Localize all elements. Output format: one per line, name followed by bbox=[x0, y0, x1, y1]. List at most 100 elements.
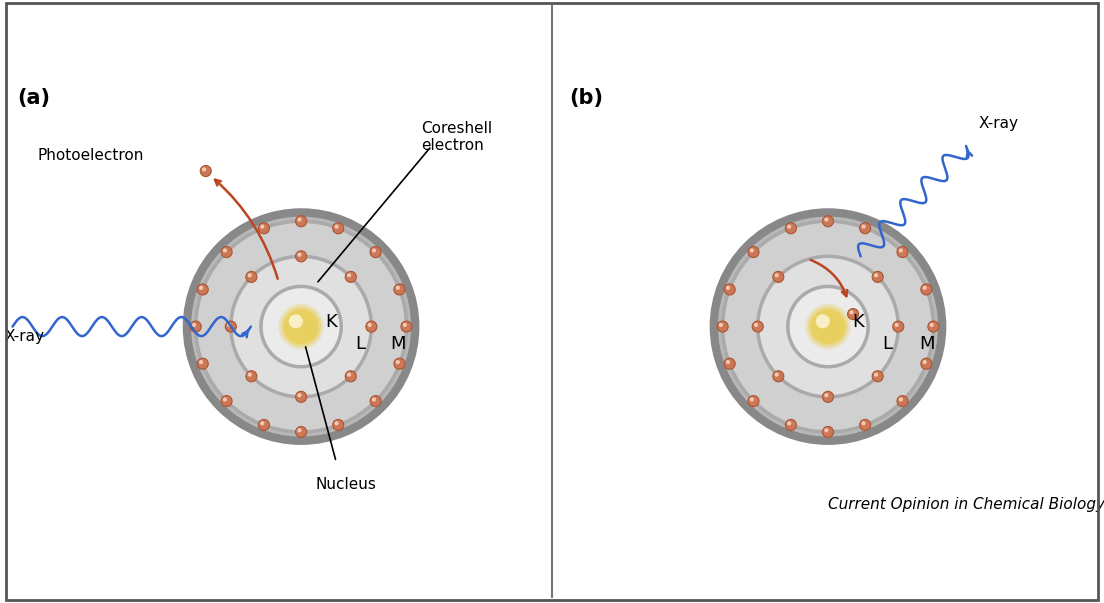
Circle shape bbox=[930, 323, 934, 327]
Circle shape bbox=[335, 224, 339, 229]
Circle shape bbox=[370, 396, 381, 406]
Circle shape bbox=[775, 273, 778, 277]
Circle shape bbox=[724, 358, 735, 369]
Circle shape bbox=[718, 321, 729, 332]
Circle shape bbox=[899, 397, 903, 402]
Circle shape bbox=[296, 216, 307, 227]
Circle shape bbox=[874, 373, 878, 377]
Circle shape bbox=[403, 323, 407, 327]
Circle shape bbox=[192, 323, 197, 327]
Circle shape bbox=[246, 271, 257, 282]
Text: X-ray: X-ray bbox=[978, 116, 1019, 131]
Circle shape bbox=[860, 223, 871, 234]
Circle shape bbox=[749, 396, 760, 406]
Circle shape bbox=[200, 165, 211, 177]
Circle shape bbox=[787, 421, 792, 425]
Circle shape bbox=[199, 286, 203, 290]
Circle shape bbox=[923, 360, 926, 364]
Circle shape bbox=[198, 284, 209, 295]
Circle shape bbox=[297, 393, 301, 397]
Circle shape bbox=[874, 273, 878, 277]
Text: M: M bbox=[390, 335, 405, 353]
Text: L: L bbox=[355, 335, 365, 353]
Circle shape bbox=[395, 286, 400, 290]
Circle shape bbox=[848, 309, 859, 320]
Circle shape bbox=[346, 271, 357, 282]
Circle shape bbox=[296, 251, 307, 262]
Circle shape bbox=[872, 371, 883, 382]
Circle shape bbox=[825, 218, 828, 222]
Circle shape bbox=[822, 216, 834, 227]
Circle shape bbox=[726, 286, 730, 290]
Circle shape bbox=[894, 323, 899, 327]
Circle shape bbox=[723, 221, 933, 432]
Circle shape bbox=[372, 397, 376, 402]
Text: (b): (b) bbox=[570, 88, 604, 108]
Text: Current Opinion in Chemical Biology: Current Opinion in Chemical Biology bbox=[828, 497, 1104, 512]
Circle shape bbox=[258, 223, 269, 234]
Circle shape bbox=[923, 286, 926, 290]
Circle shape bbox=[860, 420, 871, 431]
Circle shape bbox=[822, 391, 834, 402]
Circle shape bbox=[280, 306, 321, 347]
Circle shape bbox=[297, 428, 301, 432]
Text: K: K bbox=[325, 312, 337, 330]
Circle shape bbox=[190, 321, 201, 332]
Circle shape bbox=[719, 323, 723, 327]
Circle shape bbox=[289, 314, 302, 329]
Text: M: M bbox=[920, 335, 935, 353]
Circle shape bbox=[787, 224, 792, 229]
Circle shape bbox=[754, 323, 758, 327]
Circle shape bbox=[752, 321, 763, 332]
Text: Photoelectron: Photoelectron bbox=[38, 148, 144, 163]
Circle shape bbox=[750, 397, 754, 402]
Circle shape bbox=[231, 256, 371, 397]
Circle shape bbox=[750, 248, 754, 253]
Circle shape bbox=[365, 321, 376, 332]
Circle shape bbox=[726, 360, 730, 364]
Circle shape bbox=[861, 421, 866, 425]
Circle shape bbox=[896, 247, 907, 257]
Circle shape bbox=[198, 358, 209, 369]
Circle shape bbox=[775, 373, 778, 377]
Circle shape bbox=[297, 218, 301, 222]
Circle shape bbox=[202, 167, 206, 171]
Circle shape bbox=[227, 323, 231, 327]
Circle shape bbox=[773, 271, 784, 282]
Circle shape bbox=[757, 256, 899, 397]
Circle shape bbox=[296, 426, 307, 438]
Circle shape bbox=[347, 373, 351, 377]
Circle shape bbox=[187, 212, 415, 441]
Circle shape bbox=[810, 309, 846, 345]
Circle shape bbox=[394, 284, 405, 295]
Text: K: K bbox=[852, 312, 863, 330]
Circle shape bbox=[808, 306, 848, 347]
Circle shape bbox=[825, 393, 828, 397]
Circle shape bbox=[246, 371, 257, 382]
Circle shape bbox=[258, 420, 269, 431]
Text: Coreshell
electron: Coreshell electron bbox=[422, 121, 492, 153]
Circle shape bbox=[221, 247, 232, 257]
Circle shape bbox=[372, 248, 376, 253]
Circle shape bbox=[346, 371, 357, 382]
Circle shape bbox=[927, 321, 938, 332]
Circle shape bbox=[261, 421, 264, 425]
Circle shape bbox=[284, 309, 319, 344]
Circle shape bbox=[773, 371, 784, 382]
Circle shape bbox=[816, 314, 830, 329]
Circle shape bbox=[921, 358, 932, 369]
Text: Nucleus: Nucleus bbox=[316, 477, 376, 492]
Circle shape bbox=[749, 247, 760, 257]
Circle shape bbox=[785, 420, 796, 431]
Circle shape bbox=[896, 396, 907, 406]
Circle shape bbox=[810, 309, 846, 344]
Text: L: L bbox=[882, 335, 892, 353]
Text: (a): (a) bbox=[18, 88, 51, 108]
Circle shape bbox=[805, 304, 851, 349]
Circle shape bbox=[223, 397, 227, 402]
Circle shape bbox=[195, 221, 406, 432]
Circle shape bbox=[247, 273, 252, 277]
Circle shape bbox=[278, 304, 323, 349]
Circle shape bbox=[395, 360, 400, 364]
Circle shape bbox=[332, 223, 343, 234]
